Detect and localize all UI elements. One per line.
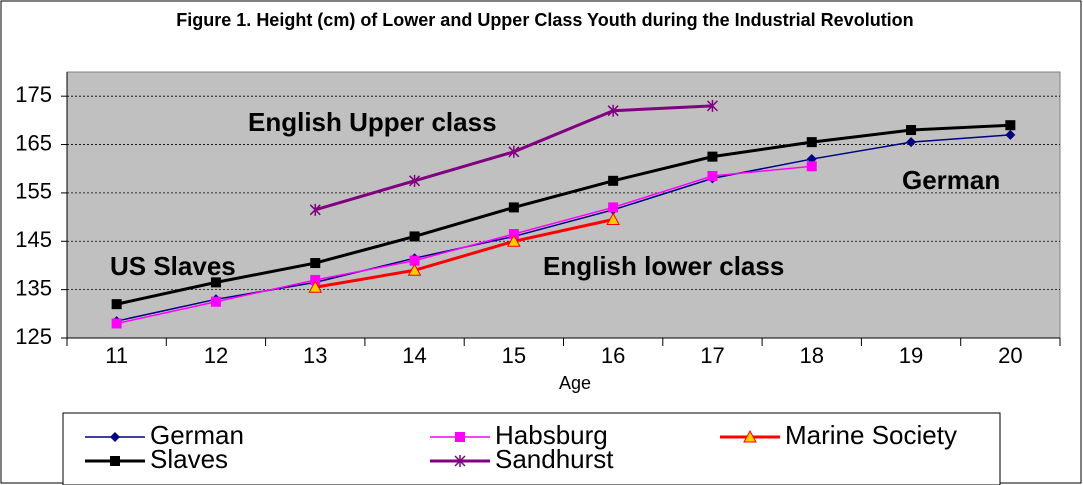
- marker: [508, 145, 520, 158]
- marker: [707, 151, 718, 162]
- legend-label: Marine Society: [785, 420, 957, 450]
- x-tick-label: 19: [899, 343, 923, 368]
- series-line: [116, 123, 1011, 306]
- marker: [308, 280, 323, 293]
- marker: [110, 456, 120, 466]
- legend-label: Slaves: [150, 444, 228, 474]
- marker: [707, 170, 718, 181]
- series-line: [314, 218, 614, 289]
- marker: [110, 432, 120, 442]
- legend-label: German: [150, 420, 244, 450]
- marker: [409, 231, 420, 242]
- marker: [409, 255, 420, 266]
- legend: [62, 412, 1001, 485]
- marker: [310, 258, 321, 269]
- marker: [806, 161, 817, 172]
- x-tick-label: 11: [105, 343, 128, 368]
- marker: [706, 99, 718, 112]
- marker: [743, 429, 757, 443]
- annotation: English lower class: [543, 251, 784, 281]
- x-tick-label: 13: [303, 343, 327, 368]
- marker: [455, 432, 465, 442]
- y-tick-label: 165: [15, 130, 52, 155]
- marker: [606, 212, 620, 226]
- annotation: English Upper class: [248, 107, 497, 137]
- marker: [507, 234, 521, 247]
- marker: [409, 174, 421, 187]
- marker: [508, 229, 519, 240]
- y-tick-label: 145: [15, 227, 52, 252]
- marker: [310, 274, 321, 285]
- marker: [309, 203, 321, 216]
- x-tick-label: 15: [502, 343, 526, 368]
- annotation: German: [902, 165, 1000, 195]
- marker: [806, 137, 817, 148]
- marker: [454, 455, 466, 467]
- annotation: US Slaves: [110, 251, 236, 281]
- x-tick-label: 16: [601, 343, 625, 368]
- x-tick-label: 17: [700, 343, 724, 368]
- marker: [407, 263, 422, 276]
- marker: [111, 299, 122, 310]
- y-tick-label: 135: [15, 275, 52, 300]
- marker: [906, 125, 917, 136]
- x-tick-label: 20: [998, 343, 1022, 368]
- marker: [608, 175, 619, 186]
- x-axis-label: Age: [559, 373, 591, 393]
- marker: [607, 104, 619, 117]
- x-tick-label: 12: [204, 343, 228, 368]
- marker: [1005, 120, 1016, 131]
- legend-label: Habsburg: [495, 420, 608, 450]
- series-line: [116, 165, 812, 325]
- marker: [210, 296, 221, 307]
- y-tick-label: 125: [15, 324, 52, 349]
- marker: [906, 137, 917, 148]
- marker: [1005, 129, 1016, 140]
- legend-label: Sandhurst: [495, 444, 614, 474]
- marker: [111, 318, 122, 329]
- chart-title: Figure 1. Height (cm) of Lower and Upper…: [176, 10, 914, 30]
- x-tick-label: 14: [402, 343, 426, 368]
- y-tick-label: 155: [15, 179, 52, 204]
- plot-area: [66, 71, 1061, 339]
- y-tick-label: 175: [15, 82, 52, 107]
- x-tick-label: 18: [800, 343, 824, 368]
- marker: [508, 202, 519, 213]
- marker: [210, 277, 221, 288]
- marker: [608, 202, 619, 213]
